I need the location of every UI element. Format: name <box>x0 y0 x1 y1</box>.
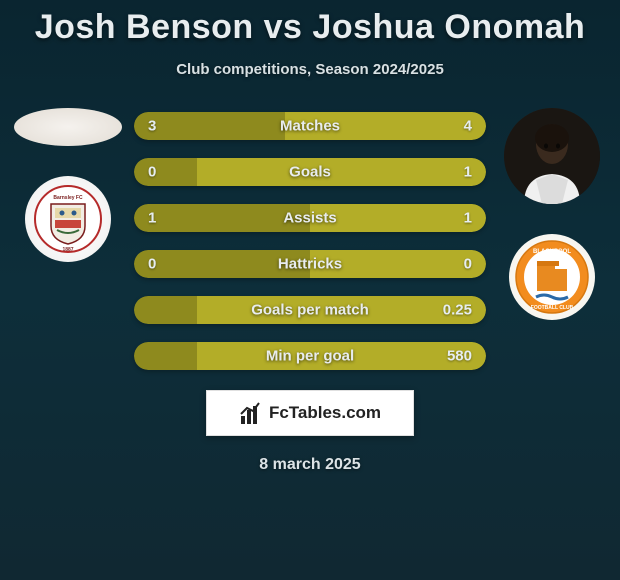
stat-row: Hattricks 0 0 <box>134 250 486 278</box>
svg-text:1887: 1887 <box>62 247 73 253</box>
svg-text:BLACKPOOL: BLACKPOOL <box>533 249 571 255</box>
blackpool-crest-icon: BLACKPOOL FOOTBALL CLUB <box>514 239 590 315</box>
stat-value-right: 580 <box>447 348 472 365</box>
right-side: BLACKPOOL FOOTBALL CLUB <box>492 108 612 370</box>
bar-fill-right <box>197 158 486 186</box>
subtitle: Club competitions, Season 2024/2025 <box>0 61 620 78</box>
stat-label: Goals per match <box>251 302 369 319</box>
fctables-logo-icon <box>239 400 265 426</box>
bar-fill-left <box>134 158 197 186</box>
stat-value-left: 0 <box>148 164 156 181</box>
left-side: Barnsley FC 1887 <box>8 108 128 370</box>
page-title: Josh Benson vs Joshua Onomah <box>0 0 620 47</box>
stat-label: Matches <box>280 118 340 135</box>
bar-fill-left <box>134 296 197 324</box>
footer-label: FcTables.com <box>269 403 381 423</box>
stat-row: Goals 0 1 <box>134 158 486 186</box>
stat-value-left: 1 <box>148 210 156 227</box>
date-label: 8 march 2025 <box>0 456 620 474</box>
club-crest-right: BLACKPOOL FOOTBALL CLUB <box>509 234 595 320</box>
stat-label: Goals <box>289 164 331 181</box>
barnsley-crest-icon: Barnsley FC 1887 <box>33 184 103 254</box>
stat-value-left: 0 <box>148 256 156 273</box>
svg-text:Barnsley FC: Barnsley FC <box>53 195 83 201</box>
stat-value-right: 1 <box>464 164 472 181</box>
stat-row: Matches 3 4 <box>134 112 486 140</box>
club-crest-left: Barnsley FC 1887 <box>25 176 111 262</box>
stat-bars: Matches34Goals01Assists11Hattricks00Goal… <box>128 108 492 370</box>
stat-value-right: 0 <box>464 256 472 273</box>
footer-badge[interactable]: FcTables.com <box>206 390 414 436</box>
stat-value-left: 3 <box>148 118 156 135</box>
stat-value-right: 4 <box>464 118 472 135</box>
stat-label: Hattricks <box>278 256 342 273</box>
stat-value-right: 0.25 <box>443 302 472 319</box>
stat-row: Min per goal 580 <box>134 342 486 370</box>
comparison-content: Barnsley FC 1887 Matches34Goals01Assists… <box>0 108 620 370</box>
player-photo-right <box>504 108 600 204</box>
player-photo-left <box>14 108 122 146</box>
stat-label: Min per goal <box>266 348 354 365</box>
stat-row: Assists 1 1 <box>134 204 486 232</box>
stat-value-right: 1 <box>464 210 472 227</box>
stat-row: Goals per match 0.25 <box>134 296 486 324</box>
bar-fill-left <box>134 342 197 370</box>
stat-label: Assists <box>283 210 336 227</box>
bar-fill-left <box>134 112 285 140</box>
svg-text:FOOTBALL CLUB: FOOTBALL CLUB <box>531 305 574 311</box>
